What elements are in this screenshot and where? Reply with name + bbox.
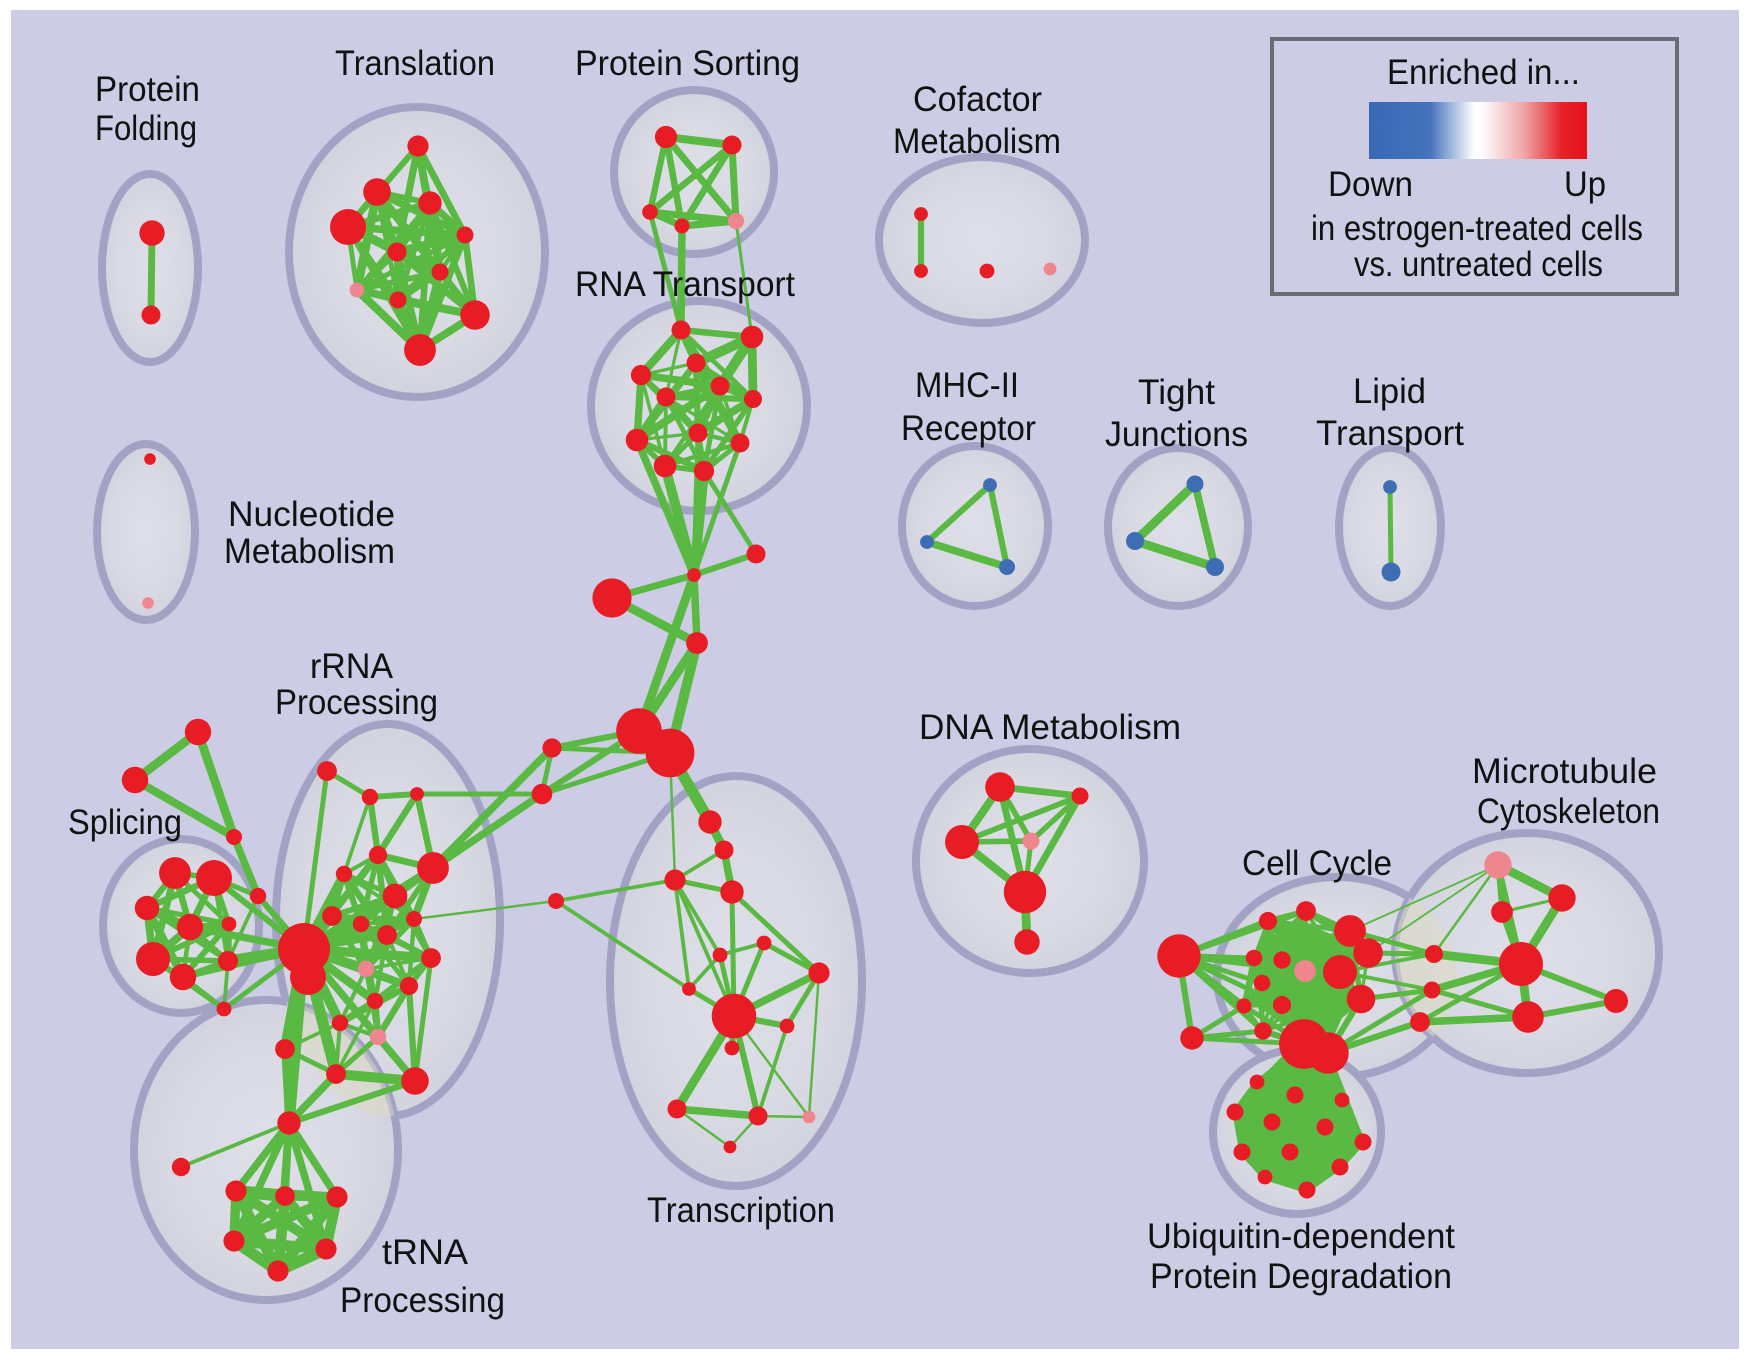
svg-text:Down: Down (1328, 165, 1413, 204)
svg-text:Junctions: Junctions (1105, 415, 1248, 454)
svg-text:Folding: Folding (95, 109, 197, 148)
svg-text:Translation: Translation (335, 44, 495, 83)
svg-text:Nucleotide: Nucleotide (228, 495, 395, 534)
svg-text:Cell Cycle: Cell Cycle (1242, 844, 1392, 883)
svg-text:Microtubule: Microtubule (1472, 752, 1657, 791)
svg-text:Protein: Protein (95, 70, 200, 109)
svg-text:rRNA: rRNA (310, 647, 394, 686)
svg-text:DNA Metabolism: DNA Metabolism (919, 708, 1181, 747)
svg-text:Protein Sorting: Protein Sorting (575, 44, 800, 83)
svg-text:Metabolism: Metabolism (893, 122, 1061, 161)
svg-text:MHC-II: MHC-II (915, 366, 1019, 405)
svg-text:Tight: Tight (1138, 373, 1215, 412)
svg-text:Enriched in...: Enriched in... (1387, 53, 1580, 92)
svg-text:RNA Transport: RNA Transport (575, 265, 795, 304)
svg-text:Receptor: Receptor (901, 409, 1036, 448)
svg-text:Up: Up (1564, 165, 1606, 204)
svg-text:Ubiquitin-dependent: Ubiquitin-dependent (1147, 1217, 1455, 1256)
svg-text:Processing: Processing (275, 683, 438, 722)
svg-text:tRNA: tRNA (382, 1233, 469, 1272)
svg-text:vs. untreated cells: vs. untreated cells (1354, 245, 1603, 284)
svg-text:Processing: Processing (340, 1281, 505, 1320)
svg-text:Transcription: Transcription (647, 1191, 835, 1230)
svg-text:Protein Degradation: Protein Degradation (1150, 1257, 1452, 1296)
svg-text:Cofactor: Cofactor (913, 80, 1042, 119)
svg-text:Splicing: Splicing (68, 803, 182, 842)
svg-text:Cytoskeleton: Cytoskeleton (1477, 792, 1660, 831)
svg-text:Metabolism: Metabolism (224, 532, 395, 571)
svg-text:in estrogen-treated cells: in estrogen-treated cells (1311, 209, 1643, 248)
svg-text:Lipid: Lipid (1353, 372, 1426, 411)
svg-text:Transport: Transport (1316, 414, 1464, 453)
